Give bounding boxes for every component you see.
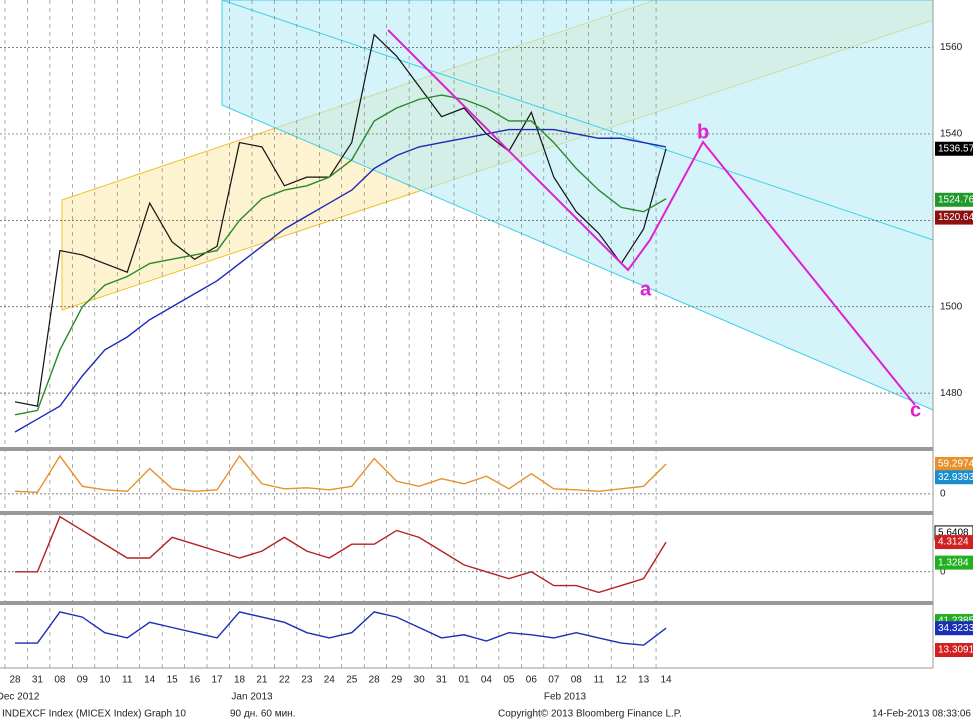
x-tick-label: 06 [526, 675, 538, 686]
x-tick-label: 30 [414, 675, 426, 686]
series-line [15, 515, 667, 594]
last-value-label: 1524.76 [938, 194, 973, 205]
x-tick-label: 22 [279, 675, 291, 686]
last-value-box [935, 192, 973, 207]
last-value-label: 13.3091 [938, 645, 973, 656]
x-tick-label: 01 [458, 675, 470, 686]
last-value-box [935, 456, 973, 471]
x-tick-label: 24 [324, 675, 336, 686]
x-tick-label: 07 [548, 675, 560, 686]
separator [0, 511, 933, 515]
x-tick-label: 23 [301, 675, 313, 686]
last-value-label: 32.9393 [938, 472, 973, 483]
last-value-label: 1.3284 [938, 557, 969, 568]
annotation: c [910, 399, 921, 421]
x-tick-label: 21 [256, 675, 268, 686]
month-label: Feb 2013 [544, 692, 587, 703]
separator [0, 601, 933, 605]
last-value-box [935, 535, 973, 550]
last-value-label: 59.2974 [938, 459, 973, 470]
month-label: Dec 2012 [0, 692, 40, 703]
x-tick-label: 16 [189, 675, 201, 686]
y-tick-label: 0 [940, 566, 946, 577]
last-value-box [935, 555, 973, 570]
x-tick-label: 29 [391, 675, 403, 686]
annotation: a [640, 278, 652, 300]
x-tick-label: 14 [660, 675, 672, 686]
last-value-box [935, 621, 973, 636]
last-value-label: 4.3124 [938, 537, 969, 548]
x-tick-label: 15 [167, 675, 179, 686]
x-tick-label: 08 [54, 675, 66, 686]
last-value-box [935, 141, 973, 156]
channel-mid [221, 0, 934, 241]
y-tick-label: 1540 [940, 129, 963, 140]
y-tick-label: 0 [940, 489, 946, 500]
last-value-label: 41.2385 [938, 616, 973, 627]
series-line [14, 33, 667, 407]
series-line [14, 128, 667, 433]
annotation: b [697, 121, 709, 143]
last-value-label: 1520.64 [938, 212, 973, 223]
x-tick-label: 11 [122, 675, 133, 686]
x-tick-label: 04 [481, 675, 493, 686]
last-value-box [935, 210, 973, 225]
series-line [14, 454, 667, 494]
x-tick-label: 25 [346, 675, 358, 686]
x-tick-label: 13 [638, 675, 650, 686]
x-tick-label: 28 [369, 675, 381, 686]
x-tick-label: 31 [436, 675, 448, 686]
x-tick-label: 08 [571, 675, 583, 686]
series-line [14, 94, 667, 416]
last-value-box [935, 470, 973, 485]
x-tick-label: 12 [616, 675, 628, 686]
separator [0, 447, 933, 451]
footer-left: INDEXCF Index (MICEX Index) Graph 10 [2, 709, 186, 720]
month-label: Jan 2013 [231, 692, 273, 703]
last-value-label: 5.6408 [938, 528, 969, 539]
y-tick-label: 1480 [940, 388, 963, 399]
footer-copyright: Copyright© 2013 Bloomberg Finance L.P. [498, 709, 682, 720]
y-tick-label: 1560 [940, 42, 963, 53]
x-tick-label: 11 [594, 675, 605, 686]
x-tick-label: 18 [234, 675, 246, 686]
x-tick-label: 17 [211, 675, 223, 686]
x-tick-label: 31 [32, 675, 44, 686]
y-tick-label: 1500 [940, 301, 963, 312]
wave-path [387, 29, 916, 406]
last-value-box [935, 643, 973, 658]
x-tick-label: 14 [144, 675, 156, 686]
x-tick-label: 10 [99, 675, 111, 686]
series-line [15, 611, 667, 646]
footer-stamp: 14-Feb-2013 08:33:06 [872, 709, 971, 720]
footer-period: 90 дн. 60 мин. [230, 709, 295, 720]
last-value-label: 1536.57 [938, 143, 973, 154]
last-value-label: 34.3233 [938, 623, 973, 634]
x-tick-label: 09 [77, 675, 89, 686]
x-tick-label: 28 [9, 675, 21, 686]
x-tick-label: 05 [503, 675, 515, 686]
